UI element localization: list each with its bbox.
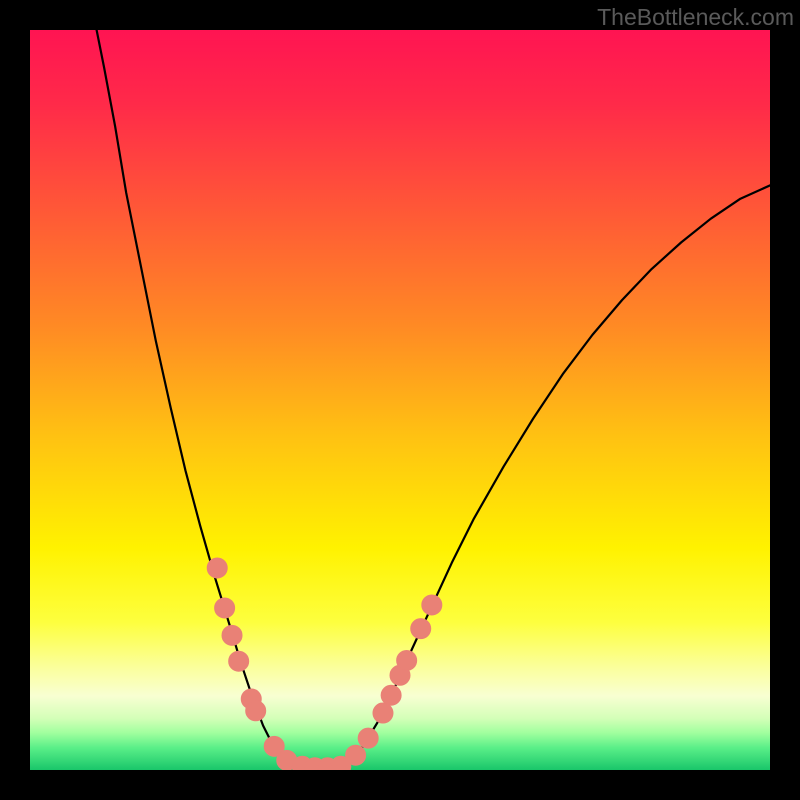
chart-stage: TheBottleneck.com: [0, 0, 800, 800]
watermark-text: TheBottleneck.com: [597, 4, 794, 31]
plot-frame: [30, 30, 770, 770]
gradient-background: [30, 30, 770, 770]
